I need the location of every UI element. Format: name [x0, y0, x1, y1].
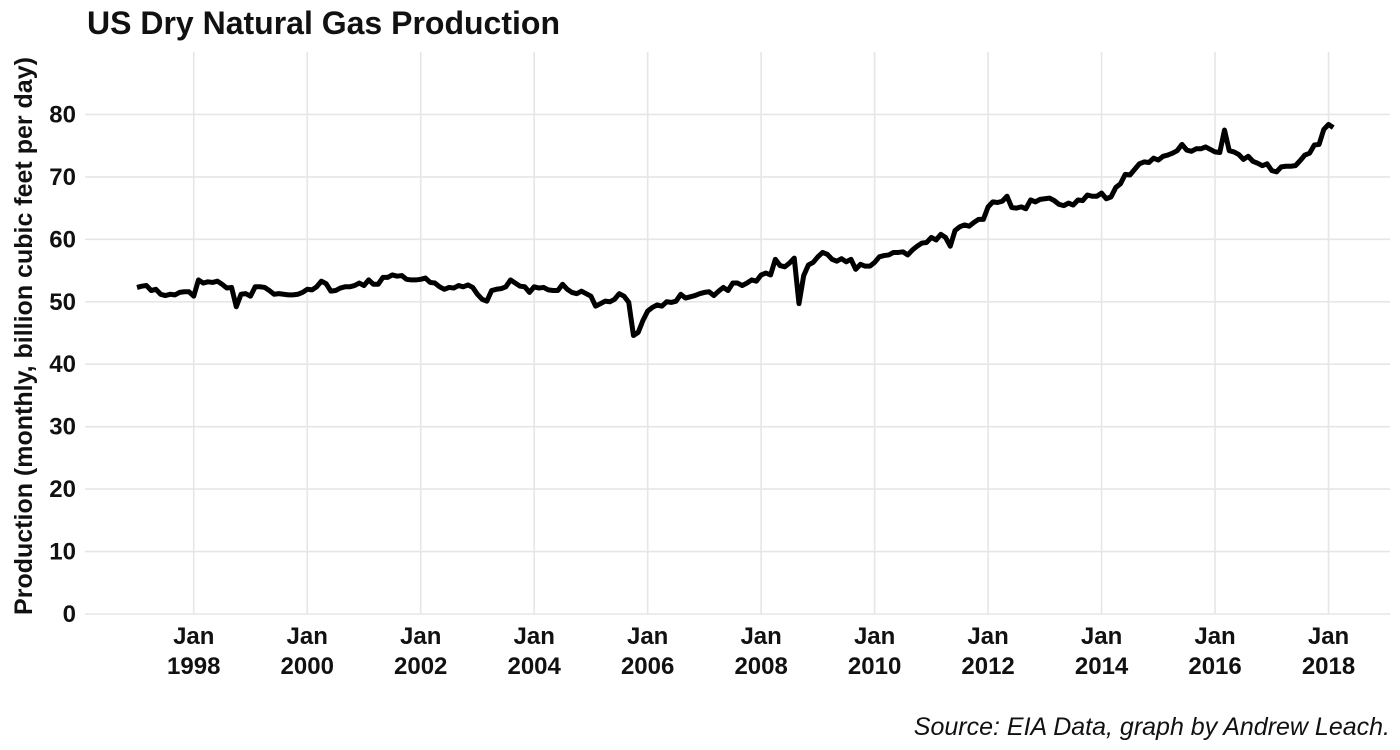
x-tick-label: Jan 2002	[394, 623, 447, 680]
y-axis-label: Production (monthly, billion cubic feet …	[10, 57, 38, 615]
x-tick-label: Jan 2010	[848, 623, 901, 680]
y-tick-label: 40	[49, 351, 76, 378]
y-tick-label: 30	[49, 414, 76, 441]
x-tick-label: Jan 2016	[1188, 623, 1241, 680]
caption: Source: EIA Data, graph by Andrew Leach.	[914, 713, 1390, 741]
y-tick-label: 10	[49, 539, 76, 566]
y-tick-label: 70	[49, 164, 76, 191]
x-tick-label: Jan 2012	[961, 623, 1014, 680]
x-tick-label: Jan 1998	[167, 623, 220, 680]
x-tick-label: Jan 2006	[621, 623, 674, 680]
x-tick-label: Jan 2004	[507, 623, 561, 680]
y-tick-label: 60	[49, 226, 76, 253]
x-tick-label: Jan 2008	[734, 623, 787, 680]
x-tick-label: Jan 2018	[1302, 623, 1355, 680]
y-tick-label: 20	[49, 476, 76, 503]
y-tick-label: 80	[49, 101, 76, 128]
x-tick-label: Jan 2000	[281, 623, 334, 680]
y-tick-label: 0	[63, 601, 76, 628]
y-tick-label: 50	[49, 289, 76, 316]
chart-title: US Dry Natural Gas Production	[87, 5, 560, 41]
x-tick-label: Jan 2014	[1075, 623, 1129, 680]
data-line	[136, 121, 1335, 338]
